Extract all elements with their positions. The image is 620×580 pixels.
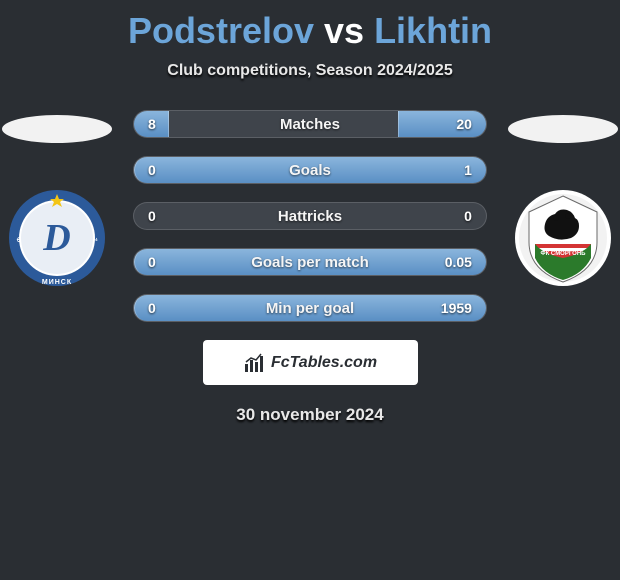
watermark-text: FcTables.com xyxy=(271,354,377,372)
stat-label: Goals xyxy=(134,162,486,179)
vs-text: vs xyxy=(324,10,364,51)
player2-side: ФК СМОРГОНЬ xyxy=(507,110,620,288)
stat-label: Goals per match xyxy=(134,254,486,271)
svg-text:D: D xyxy=(42,217,70,259)
date: 30 november 2024 xyxy=(0,405,620,425)
chart-icon xyxy=(243,352,265,374)
content-area: D МИНСК Ф 7 Matches820Goals01Hattricks00… xyxy=(0,110,620,322)
svg-text:Ф: Ф xyxy=(16,237,23,243)
stat-value-left: 0 xyxy=(148,162,156,178)
stat-row: Goals per match0 0.05 xyxy=(133,248,487,276)
player1-avatar-placeholder xyxy=(2,115,112,143)
stat-value-right: 0.05 xyxy=(445,254,472,270)
stat-value-left: 0 xyxy=(148,208,156,224)
stat-row: Matches8 20 xyxy=(133,110,487,138)
stat-value-right: 20 xyxy=(456,116,472,132)
stat-value-left: 0 xyxy=(148,254,156,270)
stat-value-right: 1959 xyxy=(441,300,472,316)
stat-label: Hattricks xyxy=(134,208,486,225)
stat-row: Hattricks0 0 xyxy=(133,202,487,230)
comparison-title: Podstrelov vs Likhtin xyxy=(0,10,620,52)
svg-text:ФК СМОРГОНЬ: ФК СМОРГОНЬ xyxy=(541,251,587,257)
stat-row: Min per goal0 1959 xyxy=(133,294,487,322)
player1-side: D МИНСК Ф 7 xyxy=(0,110,113,288)
stat-value-left: 0 xyxy=(148,300,156,316)
player2-club-logo: ФК СМОРГОНЬ xyxy=(513,188,613,288)
player2-avatar-placeholder xyxy=(508,115,618,143)
stat-value-right: 1 xyxy=(464,162,472,178)
player1-name: Podstrelov xyxy=(128,10,314,51)
stat-row: Goals0 1 xyxy=(133,156,487,184)
player2-name: Likhtin xyxy=(374,10,492,51)
stat-label: Min per goal xyxy=(134,300,486,317)
watermark: FcTables.com xyxy=(203,340,418,385)
player1-club-logo: D МИНСК Ф 7 xyxy=(7,188,107,288)
stat-label: Matches xyxy=(134,116,486,133)
subtitle: Club competitions, Season 2024/2025 xyxy=(0,62,620,80)
stat-value-right: 0 xyxy=(464,208,472,224)
stat-value-left: 8 xyxy=(148,116,156,132)
svg-text:МИНСК: МИНСК xyxy=(41,279,71,286)
stats-block: Matches820Goals01Hattricks00Goals per ma… xyxy=(133,110,487,322)
